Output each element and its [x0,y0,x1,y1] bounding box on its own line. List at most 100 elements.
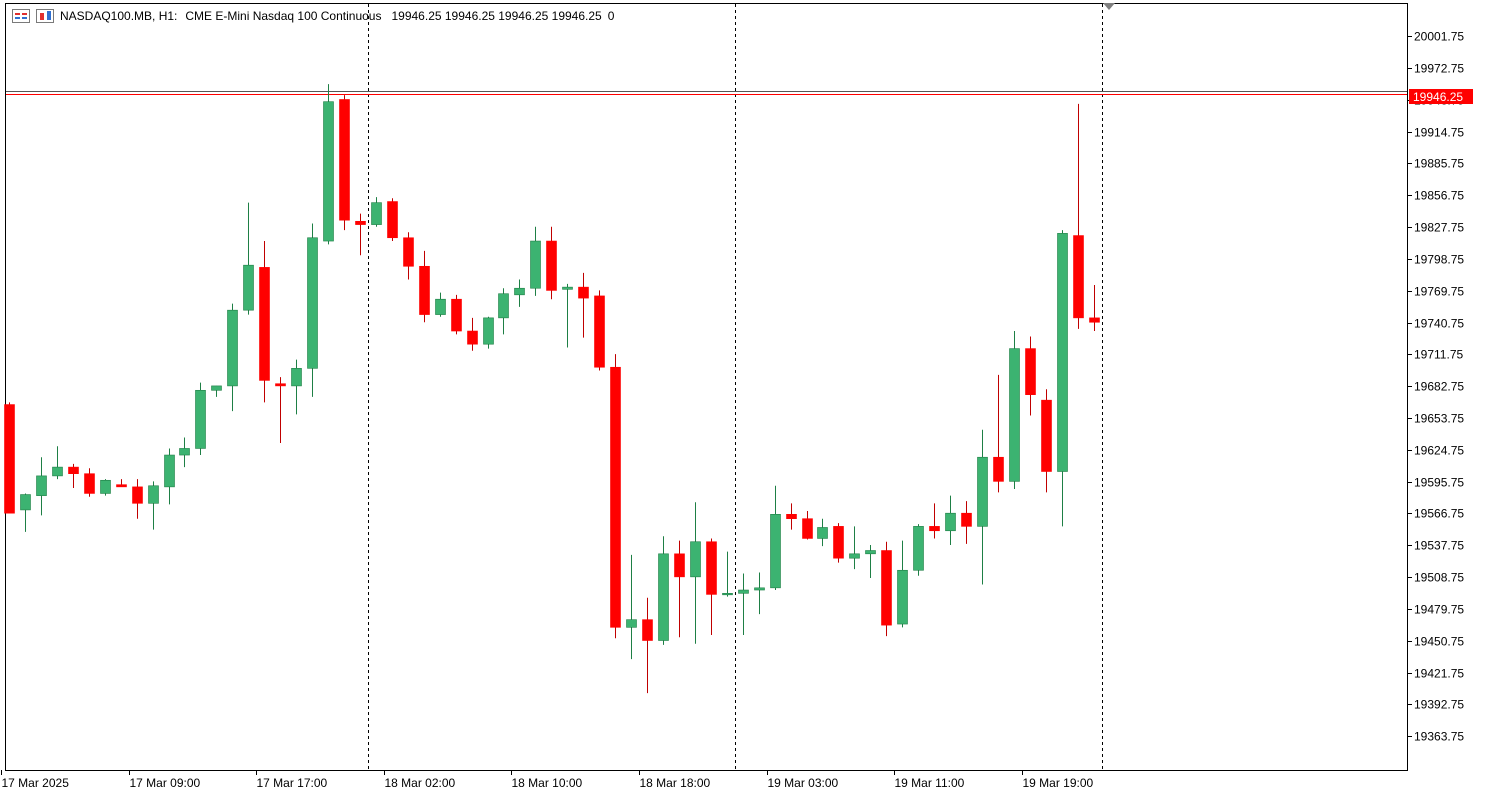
candle-body [275,383,286,387]
candle[interactable] [259,241,270,403]
candle[interactable] [20,493,31,532]
price-tick-label: 19537.75 [1414,539,1464,553]
candle-body [339,99,350,221]
candle-body [1009,348,1020,482]
candle[interactable] [674,540,685,638]
price-tick-label: 19624.75 [1414,444,1464,458]
price-tick-label: 19740.75 [1414,317,1464,331]
candle-body [179,448,190,456]
candle[interactable] [610,354,621,639]
candle[interactable] [116,479,127,488]
time-axis[interactable]: 17 Mar 2025 17 Mar 09:00 17 Mar 17:00 18 Ma… [1,770,1094,790]
candle[interactable] [897,540,908,628]
candle[interactable] [100,479,111,496]
candle[interactable] [706,538,717,636]
candle[interactable] [770,485,781,591]
candle[interactable] [498,288,509,335]
candle[interactable] [307,223,318,397]
candle[interactable] [594,290,605,371]
candle[interactable] [578,272,589,338]
candle[interactable] [36,457,47,516]
candle[interactable] [403,232,414,280]
time-tick-label: 18 Mar 10:00 [512,776,583,790]
candle[interactable] [291,359,302,415]
candle-body [658,553,669,641]
candle-body [419,265,430,315]
candle[interactable] [451,294,462,335]
candle[interactable] [52,446,63,480]
candle[interactable] [387,198,398,242]
bar-chart-icon[interactable] [36,9,54,23]
candle[interactable] [833,523,844,563]
candle[interactable] [339,95,350,231]
candle[interactable] [323,84,334,245]
candle[interactable] [881,541,892,637]
candle[interactable] [945,495,956,546]
candle[interactable] [546,226,557,300]
candle[interactable] [865,545,876,578]
candle[interactable] [913,524,924,576]
candle[interactable] [817,518,828,547]
candle[interactable] [1089,284,1100,332]
candle[interactable] [1073,103,1084,329]
time-tick-label: 19 Mar 03:00 [768,776,839,790]
candle[interactable] [738,573,749,636]
candle[interactable] [961,501,972,544]
candle-body [1057,233,1068,472]
candle[interactable] [642,597,653,694]
candle-body [243,264,254,311]
candle[interactable] [211,385,222,397]
candle[interactable] [977,429,988,585]
price-tick-label: 19450.75 [1414,635,1464,649]
time-tick-label: 17 Mar 2025 [2,776,70,790]
candle[interactable] [562,283,573,348]
candle[interactable] [275,377,286,443]
time-tick-label: 19 Mar 19:00 [1023,776,1094,790]
candle[interactable] [164,448,175,505]
price-axis[interactable]: 20001.7519972.7519943.7519914.7519885.75… [1407,30,1464,744]
candle[interactable] [786,503,797,530]
candle-body [100,479,111,494]
candle[interactable] [435,292,446,317]
candle[interactable] [227,303,238,412]
candle[interactable] [722,551,733,597]
candle[interactable] [690,502,701,644]
candle[interactable] [626,554,637,660]
candle[interactable] [514,279,525,307]
candle-body [945,512,956,532]
candle[interactable] [195,382,206,456]
candle-body [562,286,573,290]
candle[interactable] [84,468,95,497]
candle[interactable] [4,402,15,514]
shift-marker-icon[interactable] [1103,3,1115,10]
candle[interactable] [483,316,494,349]
candle[interactable] [419,250,430,323]
candle[interactable] [993,374,1004,493]
price-tick-label: 19479.75 [1414,603,1464,617]
candle[interactable] [355,213,366,256]
candle-body [754,587,765,591]
candle[interactable] [243,202,254,315]
candle-body [865,550,876,555]
candle[interactable] [754,572,765,615]
candle[interactable] [467,317,478,351]
candle[interactable] [1025,336,1036,416]
candle[interactable] [371,197,382,227]
candle[interactable] [148,481,159,530]
candle[interactable] [132,479,143,519]
price-tick-label: 19392.75 [1414,698,1464,712]
candle[interactable] [929,503,940,539]
symbol-list-icon[interactable] [12,9,30,23]
candle[interactable] [1009,331,1020,490]
candle[interactable] [530,226,541,296]
price-tick-label: 19711.75 [1414,348,1463,362]
candle[interactable] [179,437,190,468]
candle[interactable] [68,463,79,488]
candle[interactable] [658,536,669,645]
candle[interactable] [849,526,860,570]
price-tick-label: 19769.75 [1414,285,1464,299]
candle[interactable] [802,511,813,540]
candle[interactable] [1041,389,1052,493]
candle[interactable] [1057,230,1068,527]
